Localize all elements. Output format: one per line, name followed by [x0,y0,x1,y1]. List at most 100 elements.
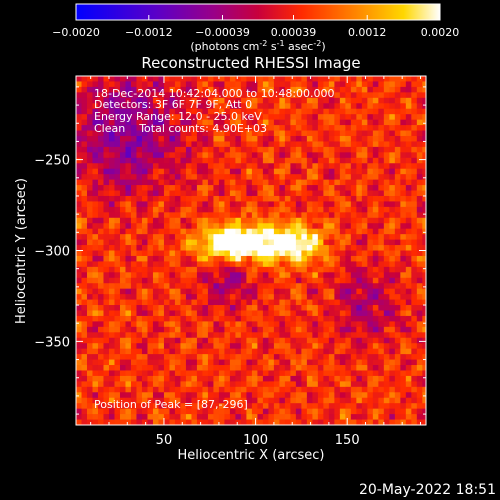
heatmap-cell [158,310,165,317]
heatmap-cell [213,125,220,132]
heatmap-cell [152,114,160,121]
heatmap-cell [389,92,396,99]
heatmap-cell [350,228,357,235]
heatmap-cell [394,108,401,115]
heatmap-cell [119,141,127,148]
heatmap-cell [108,310,116,317]
heatmap-cell [246,348,253,355]
heatmap-cell [334,337,341,344]
heatmap-cell [389,299,396,306]
heatmap-cell [86,152,94,159]
heatmap-cell [141,86,149,93]
heatmap-cell [301,348,308,355]
heatmap-cell [323,299,330,306]
heatmap-cell [367,135,374,143]
heatmap-cell [218,403,226,410]
heatmap-cell [86,103,94,110]
heatmap-cell [405,141,412,148]
heatmap-cell [224,408,231,415]
heatmap-cell [97,125,105,132]
heatmap-cell [224,157,231,164]
heatmap-cell [114,217,121,224]
heatmap-cell [191,359,198,366]
heatmap-cell [301,228,308,235]
heatmap-cell [81,305,88,312]
heatmap-cell [130,266,138,273]
heatmap-cell [284,239,291,246]
heatmap-cell [240,326,248,333]
heatmap-cell [400,365,407,372]
heatmap-cell [383,414,390,421]
heatmap-cell [262,81,270,88]
heatmap-cell [279,365,286,372]
heatmap-cell [119,288,127,295]
heatmap-cell [119,283,127,290]
heatmap-cell [416,228,423,235]
heatmap-cell [213,381,220,388]
heatmap-cell [229,365,237,372]
heatmap-cell [290,108,297,115]
heatmap-cell [251,92,259,99]
heatmap-cell [301,239,308,246]
heatmap-cell [334,370,341,377]
heatmap-cell [158,261,165,268]
heatmap-cell [361,234,368,241]
heatmap-cell [367,375,374,382]
heatmap-cell [114,332,121,339]
heatmap-cell [125,81,132,88]
heatmap-cell [383,266,390,273]
heatmap-cell [394,141,401,148]
heatmap-cell [76,234,83,241]
heatmap-cell [114,174,121,181]
heatmap-cell [246,288,253,295]
heatmap-cell [312,414,319,421]
heatmap-cell [180,294,187,301]
heatmap-cell [207,397,215,404]
heatmap-cell [202,135,209,143]
heatmap-cell [147,201,154,208]
heatmap-cell [317,76,324,83]
heatmap-cell [394,86,401,93]
heatmap-cell [125,185,132,192]
heatmap-cell [119,195,127,203]
heatmap-cell [224,326,231,333]
heatmap-cell [400,114,407,121]
heatmap-cell [114,190,121,197]
heatmap-cell [251,288,259,295]
heatmap-cell [361,76,368,83]
heatmap-cell [108,370,116,377]
heatmap-cell [378,354,385,361]
heatmap-cell [76,76,83,83]
heatmap-cell [389,294,396,301]
heatmap-cell [246,195,253,203]
heatmap-cell [295,326,302,333]
heatmap-cell [279,310,286,317]
heatmap-cell [367,277,374,284]
heatmap-cell [251,419,259,425]
heatmap-cell [235,76,242,83]
heatmap-cell [114,359,121,366]
heatmap-cell [147,414,154,421]
heatmap-cell [345,239,352,246]
heatmap-cell [411,185,418,192]
heatmap-cell [81,332,88,339]
heatmap-cell [273,223,281,230]
heatmap-cell [86,283,94,290]
heatmap-cell [323,152,330,159]
heatmap-cell [394,354,401,361]
heatmap-cell [152,185,160,192]
heatmap-cell [323,163,330,170]
heatmap-cell [251,125,259,132]
heatmap-cell [213,114,220,121]
heatmap-cell [185,277,193,284]
heatmap-cell [405,403,412,410]
heatmap-cell [76,195,83,203]
heatmap-cell [361,135,368,143]
heatmap-cell [312,392,319,399]
heatmap-cell [246,152,253,159]
heatmap-cell [290,337,297,344]
heatmap-cell [163,365,171,372]
heatmap-cell [130,288,138,295]
heatmap-cell [378,348,385,355]
heatmap-cell [378,261,385,268]
